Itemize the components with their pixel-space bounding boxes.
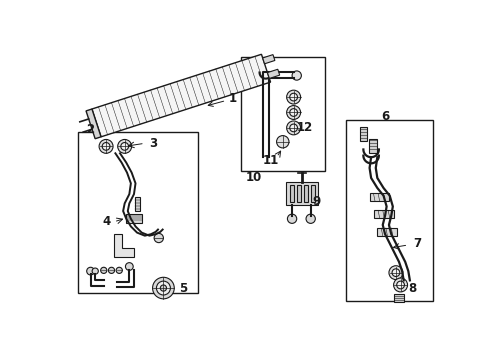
Bar <box>78 132 198 293</box>
Circle shape <box>393 278 407 292</box>
Circle shape <box>289 109 297 116</box>
Circle shape <box>287 214 296 223</box>
Bar <box>126 214 142 222</box>
Text: 3: 3 <box>148 137 157 150</box>
Circle shape <box>116 267 122 274</box>
Circle shape <box>102 143 110 150</box>
Bar <box>368 139 376 153</box>
Bar <box>135 197 140 211</box>
Circle shape <box>92 268 98 274</box>
Text: 1: 1 <box>208 92 237 107</box>
Bar <box>369 193 388 201</box>
Text: 9: 9 <box>312 194 320 208</box>
Text: 6: 6 <box>380 110 388 123</box>
Text: 11: 11 <box>262 154 278 167</box>
Circle shape <box>305 214 315 223</box>
Bar <box>359 127 366 141</box>
Circle shape <box>391 269 399 276</box>
Circle shape <box>125 263 133 270</box>
Bar <box>285 182 318 205</box>
Polygon shape <box>262 55 274 64</box>
Circle shape <box>286 90 300 104</box>
Bar <box>310 185 315 202</box>
Circle shape <box>396 281 404 289</box>
Circle shape <box>388 266 402 280</box>
Polygon shape <box>92 54 270 137</box>
Text: 5: 5 <box>179 282 187 294</box>
Bar <box>373 210 393 218</box>
Bar <box>303 185 308 202</box>
Circle shape <box>118 139 131 153</box>
Circle shape <box>121 143 128 150</box>
Circle shape <box>289 93 297 101</box>
Polygon shape <box>267 69 279 78</box>
Circle shape <box>286 105 300 120</box>
Circle shape <box>160 285 166 291</box>
Bar <box>346 120 432 301</box>
Circle shape <box>152 277 174 299</box>
Circle shape <box>99 139 113 153</box>
Text: 7: 7 <box>412 237 420 250</box>
Polygon shape <box>86 109 101 139</box>
Bar <box>241 57 324 171</box>
Circle shape <box>286 121 300 135</box>
Circle shape <box>291 71 301 80</box>
Circle shape <box>154 233 163 243</box>
Text: 2: 2 <box>86 123 95 136</box>
Circle shape <box>101 267 107 274</box>
Text: 4: 4 <box>102 215 110 228</box>
Bar <box>289 185 294 202</box>
Text: 8: 8 <box>407 282 416 294</box>
Text: 12: 12 <box>297 121 313 134</box>
Circle shape <box>156 281 170 295</box>
Circle shape <box>276 136 288 148</box>
Bar <box>296 185 301 202</box>
Polygon shape <box>114 234 134 257</box>
Bar <box>393 294 403 302</box>
Circle shape <box>289 124 297 132</box>
Circle shape <box>108 267 114 274</box>
Text: 10: 10 <box>244 171 261 184</box>
Circle shape <box>86 267 94 275</box>
Bar <box>377 228 396 236</box>
